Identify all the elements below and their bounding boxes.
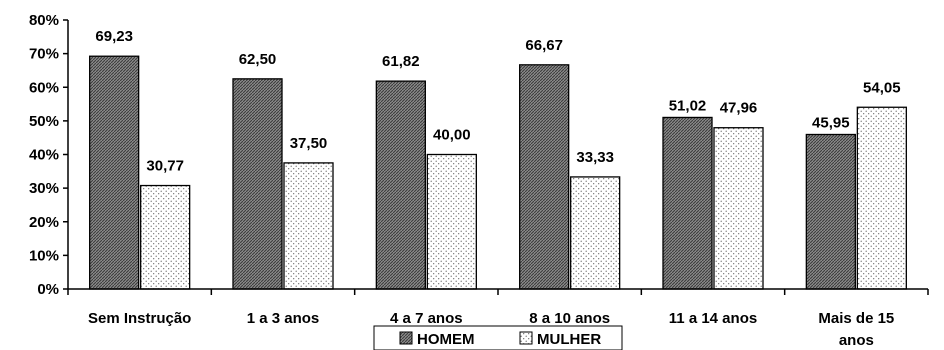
y-tick-label: 70% (29, 46, 59, 63)
x-axis: Sem Instrução 1 a 3 anos 4 a 7 anos 8 a 10 … (67, 288, 929, 349)
y-tick-label: 10% (29, 247, 59, 264)
legend-swatch-homem (399, 331, 413, 345)
bar-homem (805, 133, 856, 290)
legend-label-homem: HOMEM (417, 331, 475, 348)
y-tick-label: 0% (37, 281, 59, 298)
bar-mulher (713, 127, 764, 290)
y-tick-label: 60% (29, 79, 59, 96)
x-category-label: 1 a 3 anos (247, 310, 320, 327)
x-category-label: 4 a 7 anos (390, 310, 463, 327)
bar-mulher (426, 153, 477, 290)
y-tick-label: 20% (29, 214, 59, 231)
bars: 69,23 62,50 61,82 66,67 51,02 45,95 30,77 37,50… (89, 28, 907, 290)
data-label: 40,00 (433, 127, 471, 144)
y-tick-label: 80% (29, 12, 59, 29)
x-category-label: 11 a 14 anos (669, 310, 757, 327)
data-label: 51,02 (669, 97, 707, 114)
y-axis: 0% 10% 20% 30% 40% 50% 60% 70% 80% (29, 12, 69, 298)
data-label: 66,67 (525, 37, 563, 54)
x-category-label: Mais de 15 (818, 310, 894, 327)
y-tick-label: 30% (29, 180, 59, 197)
legend-swatch-mulher (519, 331, 533, 345)
legend-label-mulher: MULHER (537, 331, 601, 348)
bar-homem (232, 78, 283, 290)
data-label: 69,23 (95, 28, 133, 45)
data-label: 33,33 (576, 149, 614, 166)
x-category-label: Sem Instrução (88, 310, 191, 327)
data-label: 47,96 (720, 100, 758, 117)
data-label: 45,95 (812, 114, 850, 131)
bar-homem (375, 80, 426, 290)
y-tick-label: 40% (29, 147, 59, 164)
bar-homem (89, 55, 140, 290)
legend-box (373, 325, 623, 350)
x-category-label: 8 a 10 anos (529, 310, 610, 327)
data-label: 54,05 (863, 79, 901, 96)
bar-mulher (283, 162, 334, 290)
legend: HOMEM MULHER (373, 325, 623, 350)
y-tick-label: 50% (29, 113, 59, 130)
bar-mulher (856, 106, 907, 290)
data-label: 37,50 (290, 135, 328, 152)
bar-mulher (140, 184, 191, 290)
bar-homem (519, 64, 570, 290)
x-category-label: anos (839, 332, 874, 349)
bar-homem (662, 116, 713, 290)
data-label: 62,50 (239, 51, 277, 68)
data-label: 61,82 (382, 53, 420, 70)
bar-mulher (570, 176, 621, 290)
data-label: 30,77 (146, 158, 184, 175)
